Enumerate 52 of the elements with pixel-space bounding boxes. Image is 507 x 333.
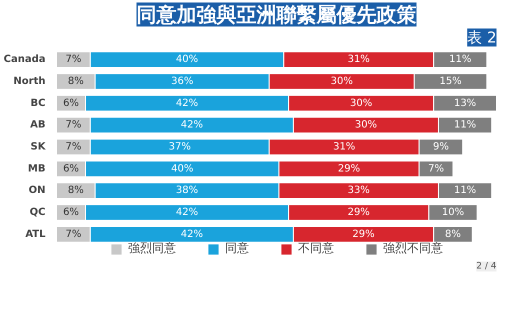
data-label: 42%	[176, 207, 198, 218]
data-label: 7%	[65, 120, 82, 131]
legend-label: 同意	[225, 240, 249, 257]
data-label: 30%	[350, 98, 372, 109]
y-tick-label: AB	[30, 120, 46, 131]
legend-label: 強烈同意	[128, 240, 176, 257]
data-label: 7%	[65, 228, 82, 240]
data-label: 40%	[171, 163, 194, 174]
data-label: 30%	[354, 120, 378, 131]
data-label: 42%	[180, 120, 204, 131]
data-label: 7%	[65, 141, 82, 152]
data-label: 11%	[449, 54, 472, 66]
data-label: 11%	[454, 185, 476, 196]
data-label: 42%	[180, 228, 204, 240]
data-label: 6%	[63, 207, 79, 218]
data-label: 29%	[352, 228, 375, 240]
y-tick-label: ATL	[25, 228, 46, 240]
data-label: 8%	[445, 228, 461, 240]
y-tick-label: MB	[28, 163, 46, 174]
data-label: 40%	[176, 54, 198, 66]
chart-title: 同意加強與亞洲聯繫屬優先政策	[136, 2, 416, 26]
data-label: 29%	[348, 207, 370, 218]
data-label: 42%	[176, 98, 198, 109]
y-tick-label: QC	[30, 207, 46, 218]
data-label: 9%	[432, 141, 449, 152]
y-tick-label: BC	[30, 98, 46, 109]
data-label: 29%	[338, 163, 360, 174]
data-label: 6%	[63, 98, 79, 109]
legend-label: 強烈不同意	[383, 240, 443, 257]
y-tick-label: North	[13, 76, 46, 87]
legend-label: 不同意	[298, 240, 334, 257]
data-label: 13%	[454, 98, 476, 109]
data-label: 8%	[68, 185, 84, 196]
data-label: 8%	[68, 76, 84, 87]
data-label: 11%	[454, 120, 476, 131]
data-label: 31%	[348, 54, 370, 66]
data-label: 33%	[348, 185, 370, 196]
data-label: 38%	[176, 185, 198, 196]
y-tick-label: SK	[30, 141, 47, 152]
data-label: 30%	[330, 76, 353, 87]
y-tick-label: Canada	[4, 54, 46, 66]
text: 2 / 4	[476, 262, 497, 272]
y-tick-label: ON	[28, 185, 46, 196]
data-label: 37%	[168, 141, 191, 152]
chart-subtitle: 表 2	[467, 28, 496, 46]
data-label: 7%	[428, 163, 444, 174]
data-label: 15%	[439, 76, 462, 87]
data-label: 31%	[333, 141, 356, 152]
data-label: 36%	[171, 76, 194, 87]
data-label: 6%	[63, 163, 79, 174]
data-label: 7%	[65, 54, 82, 66]
data-label: 10%	[442, 207, 464, 218]
